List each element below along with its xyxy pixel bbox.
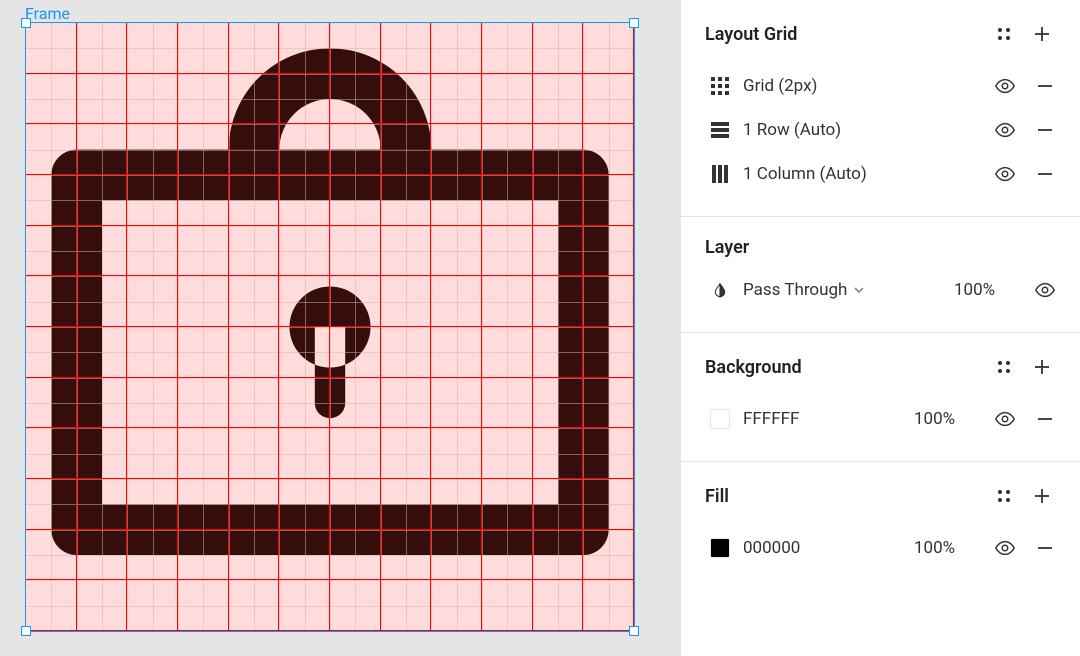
section-title-background: Background: [705, 357, 980, 378]
pixel-grid-overlay: [26, 23, 634, 631]
remove-item-icon[interactable]: [1034, 163, 1056, 185]
fill-opacity[interactable]: 100%: [914, 538, 994, 558]
visibility-toggle-icon[interactable]: [994, 408, 1016, 430]
section-title-layout-grid: Layout Grid: [705, 24, 980, 45]
background-hex[interactable]: FFFFFF: [735, 409, 914, 429]
layout-grid-item-label: 1 Column (Auto): [735, 164, 994, 184]
section-layer: Layer Pass Through 100%: [681, 217, 1080, 333]
layout-grid-item-label: 1 Row (Auto): [735, 120, 994, 140]
section-background: Background FFFFFF 100%: [681, 333, 1080, 462]
remove-item-icon[interactable]: [1034, 119, 1056, 141]
layout-grid-options-icon[interactable]: [990, 20, 1018, 48]
rows-icon: [705, 121, 735, 139]
grid-3x3-icon: [705, 77, 735, 95]
selected-frame[interactable]: [25, 22, 635, 632]
visibility-toggle-icon[interactable]: [1034, 279, 1056, 301]
add-background-icon[interactable]: [1028, 353, 1056, 381]
background-options-icon[interactable]: [990, 353, 1018, 381]
layout-grid-item-row[interactable]: 1 Row (Auto): [705, 108, 1056, 152]
resize-handle-bottom-left[interactable]: [21, 626, 31, 636]
section-title-fill: Fill: [705, 486, 980, 507]
inspector-panel: Layout Grid Grid (2px): [680, 0, 1080, 656]
remove-item-icon[interactable]: [1034, 408, 1056, 430]
layout-grid-item-column[interactable]: 1 Column (Auto): [705, 152, 1056, 196]
layout-grid-item-grid[interactable]: Grid (2px): [705, 64, 1056, 108]
fill-swatch[interactable]: [710, 538, 730, 558]
blend-mode-icon: [705, 282, 735, 298]
background-color-row[interactable]: FFFFFF 100%: [705, 397, 1056, 441]
canvas[interactable]: Frame: [0, 0, 680, 656]
fill-hex[interactable]: 000000: [735, 538, 914, 558]
background-opacity[interactable]: 100%: [914, 409, 994, 429]
blend-mode-label[interactable]: Pass Through: [743, 280, 847, 300]
frame-label[interactable]: Frame: [25, 4, 70, 23]
section-fill: Fill 000000 100%: [681, 462, 1080, 590]
resize-handle-top-right[interactable]: [629, 18, 639, 28]
chevron-down-icon[interactable]: [853, 284, 865, 296]
resize-handle-bottom-right[interactable]: [629, 626, 639, 636]
visibility-toggle-icon[interactable]: [994, 163, 1016, 185]
columns-icon: [705, 165, 735, 183]
fill-color-row[interactable]: 000000 100%: [705, 526, 1056, 570]
visibility-toggle-icon[interactable]: [994, 75, 1016, 97]
visibility-toggle-icon[interactable]: [994, 537, 1016, 559]
background-swatch[interactable]: [710, 409, 730, 429]
remove-item-icon[interactable]: [1034, 75, 1056, 97]
layout-grid-item-label: Grid (2px): [735, 76, 994, 96]
fill-options-icon[interactable]: [990, 482, 1018, 510]
section-title-layer: Layer: [705, 237, 1056, 258]
layer-opacity-value[interactable]: 100%: [954, 280, 1034, 300]
layer-blend-row[interactable]: Pass Through 100%: [705, 268, 1056, 312]
remove-item-icon[interactable]: [1034, 537, 1056, 559]
add-layout-grid-icon[interactable]: [1028, 20, 1056, 48]
visibility-toggle-icon[interactable]: [994, 119, 1016, 141]
add-fill-icon[interactable]: [1028, 482, 1056, 510]
resize-handle-top-left[interactable]: [21, 18, 31, 28]
section-layout-grid: Layout Grid Grid (2px): [681, 0, 1080, 217]
